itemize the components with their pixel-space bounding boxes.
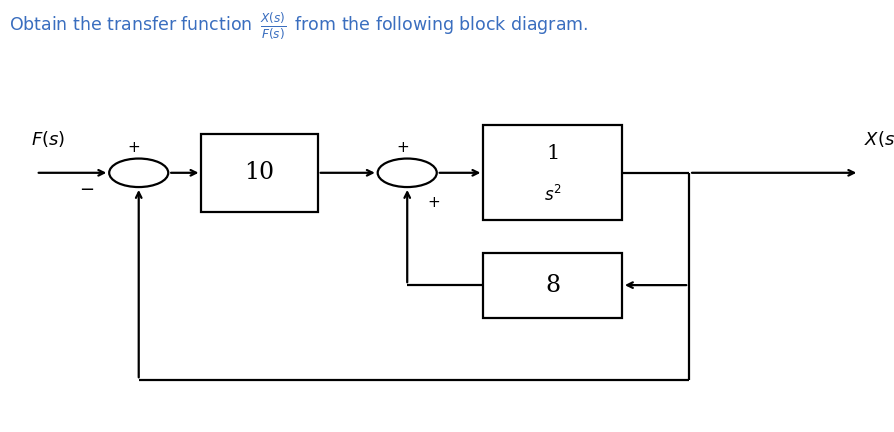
Text: 8: 8	[544, 273, 560, 297]
Text: $-$: $-$	[79, 179, 94, 197]
Text: 10: 10	[244, 161, 274, 184]
Text: +: +	[396, 140, 409, 155]
Text: Obtain the transfer function $\,\frac{X(s)}{F(s)}\,$ from the following block di: Obtain the transfer function $\,\frac{X(…	[9, 11, 587, 42]
Text: +: +	[426, 195, 439, 210]
FancyBboxPatch shape	[483, 125, 621, 220]
Text: $s^2$: $s^2$	[544, 185, 561, 205]
Text: $X(s)$: $X(s)$	[863, 129, 894, 149]
FancyBboxPatch shape	[201, 134, 317, 212]
Text: +: +	[128, 140, 140, 155]
Text: 1: 1	[545, 144, 559, 163]
Text: $F(s)$: $F(s)$	[31, 129, 65, 149]
FancyBboxPatch shape	[483, 253, 621, 318]
